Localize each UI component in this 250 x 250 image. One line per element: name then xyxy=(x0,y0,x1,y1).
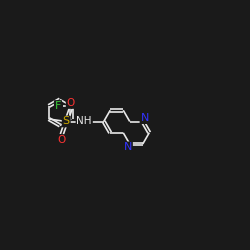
Text: O: O xyxy=(58,135,66,145)
Text: O: O xyxy=(66,98,75,108)
Text: N: N xyxy=(140,113,149,123)
Text: N: N xyxy=(124,142,132,152)
Text: S: S xyxy=(63,116,70,126)
Text: NH: NH xyxy=(76,116,92,126)
Text: F: F xyxy=(55,101,61,111)
